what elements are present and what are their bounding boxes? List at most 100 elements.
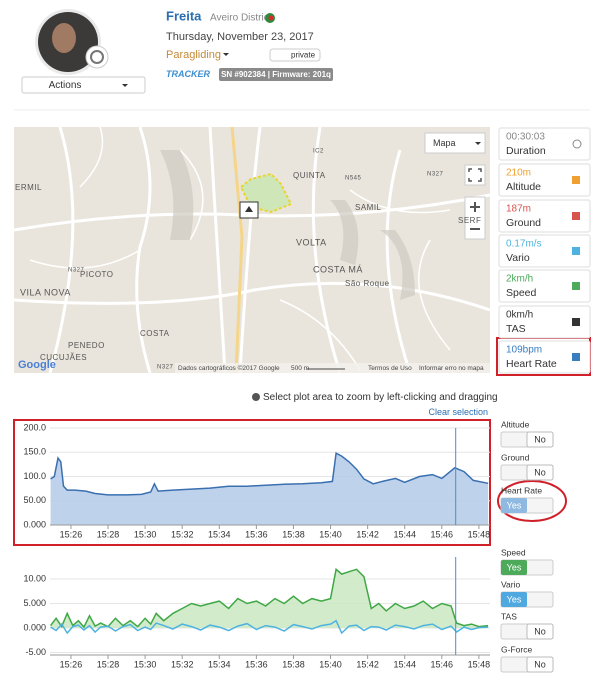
x-tick-label: 15:44 [393,659,416,669]
map-type-caret [475,142,481,145]
series-line [50,452,489,496]
stat-swatch [572,318,580,326]
toggle-state: No [534,467,546,477]
toggle-label: TAS [501,611,517,621]
place-label: ERMIL [15,183,42,192]
place-label: SERF [458,216,481,225]
place-label: SAMIL [355,203,382,212]
map-type-button[interactable] [424,132,486,154]
toggle-on [501,560,527,575]
stat-label: Ground [506,217,541,229]
x-tick-label: 15:30 [134,529,157,539]
flag-center [268,15,274,21]
fullscreen-button[interactable] [464,164,486,186]
place-label: COSTA [140,329,170,338]
stat-value: 0.17m/s [506,239,542,250]
x-tick-label: 15:32 [171,529,194,539]
place-label: VILA NOVA [20,287,71,297]
zoom-hint: Select plot area to zoom by left-clickin… [263,392,498,403]
stat-card [498,269,591,303]
device-info: SN #902384 | Firmware: 201q [221,70,331,79]
stat-card [498,163,591,197]
map-attribution: Dados cartográficos ©2017 Google [178,364,280,372]
road-label: N327 [68,268,85,274]
stat-value: 2km/h [506,274,533,285]
activity[interactable]: Paragliding [166,49,221,61]
pilot-name[interactable]: Freita [166,8,202,23]
stat-value: 187m [506,204,531,215]
stat-value: 0km/h [506,310,533,321]
y-tick-label: 200.0 [23,422,46,432]
road-label: N545 [345,176,362,182]
avatar-badge-icon [90,50,104,64]
actions-button[interactable] [21,76,146,94]
map-footer-bg [175,363,490,373]
map-bg [14,127,490,373]
privacy-toggle[interactable] [269,48,321,62]
toggle-off [526,656,554,673]
takeoff-icon [245,206,253,212]
clear-selection[interactable]: Clear selection [428,407,488,417]
stat-label: Duration [506,145,546,157]
stat-value: 210m [506,168,531,179]
toggle-label: Altitude [501,419,530,429]
stat-label: Altitude [506,181,541,193]
x-tick-label: 15:48 [468,659,491,669]
x-tick-label: 15:48 [468,529,491,539]
info-icon [252,393,260,401]
highlight-ellipse [497,480,567,522]
stat-label: TAS [506,323,526,335]
map-type-label[interactable]: Mapa [433,138,456,148]
toggle-state: No [534,434,546,444]
toggle-off [526,431,554,448]
toggle-label: G-Force [501,644,532,654]
x-tick-label: 15:40 [319,529,342,539]
y-tick-label: -5.00 [25,647,46,657]
stat-swatch [572,282,580,290]
google-logo: Google [18,359,56,371]
toggle-on [501,592,527,607]
road-label: N327 [157,365,174,371]
tracker-logo: TRACKER [166,69,210,79]
stat-value: 00:30:03 [506,132,545,143]
activity-caret [223,53,229,56]
x-tick-label: 15:30 [134,659,157,669]
place-label: QUINTA [293,171,326,180]
place-label: PICOTO [80,270,114,279]
stat-card [498,234,591,268]
toggle-off [526,623,554,640]
stat-label: Vario [506,252,530,264]
map-terms[interactable]: Termos de Uso [368,365,412,372]
stat-label: Speed [506,287,537,299]
map-report[interactable]: Informar erro no mapa [419,365,484,372]
x-tick-label: 15:40 [319,659,342,669]
actions-label[interactable]: Actions [49,80,82,91]
zoom-icons [470,202,480,230]
toggle-label: Speed [501,547,526,557]
road-label: N327 [427,172,444,178]
x-tick-label: 15:34 [208,659,231,669]
y-tick-label: 100.0 [23,471,46,481]
y-tick-label: 0.000 [23,622,46,632]
x-tick-label: 15:36 [245,659,268,669]
x-tick-label: 15:38 [282,529,305,539]
stat-swatch [572,353,580,361]
fullscreen-icon [468,168,482,182]
series-area [50,453,489,525]
toggle-state: No [534,626,546,636]
stat-card [498,127,591,161]
stat-label: Heart Rate [506,358,557,370]
x-tick-label: 15:42 [356,659,379,669]
place-label: VOLTA [296,237,327,247]
series-line [50,619,489,635]
y-tick-label: 0.000 [23,519,46,529]
avatar-badge [85,45,109,69]
x-tick-label: 15:28 [97,529,120,539]
toggle-label: Ground [501,452,530,462]
toggle-state: No [534,659,546,669]
map-scale: 500 m [291,365,309,372]
map[interactable]: Mapa Google QUINTA SAMIL VOLTA COSTA MÁ … [13,126,491,374]
x-tick-label: 15:28 [97,659,120,669]
x-tick-label: 15:32 [171,659,194,669]
